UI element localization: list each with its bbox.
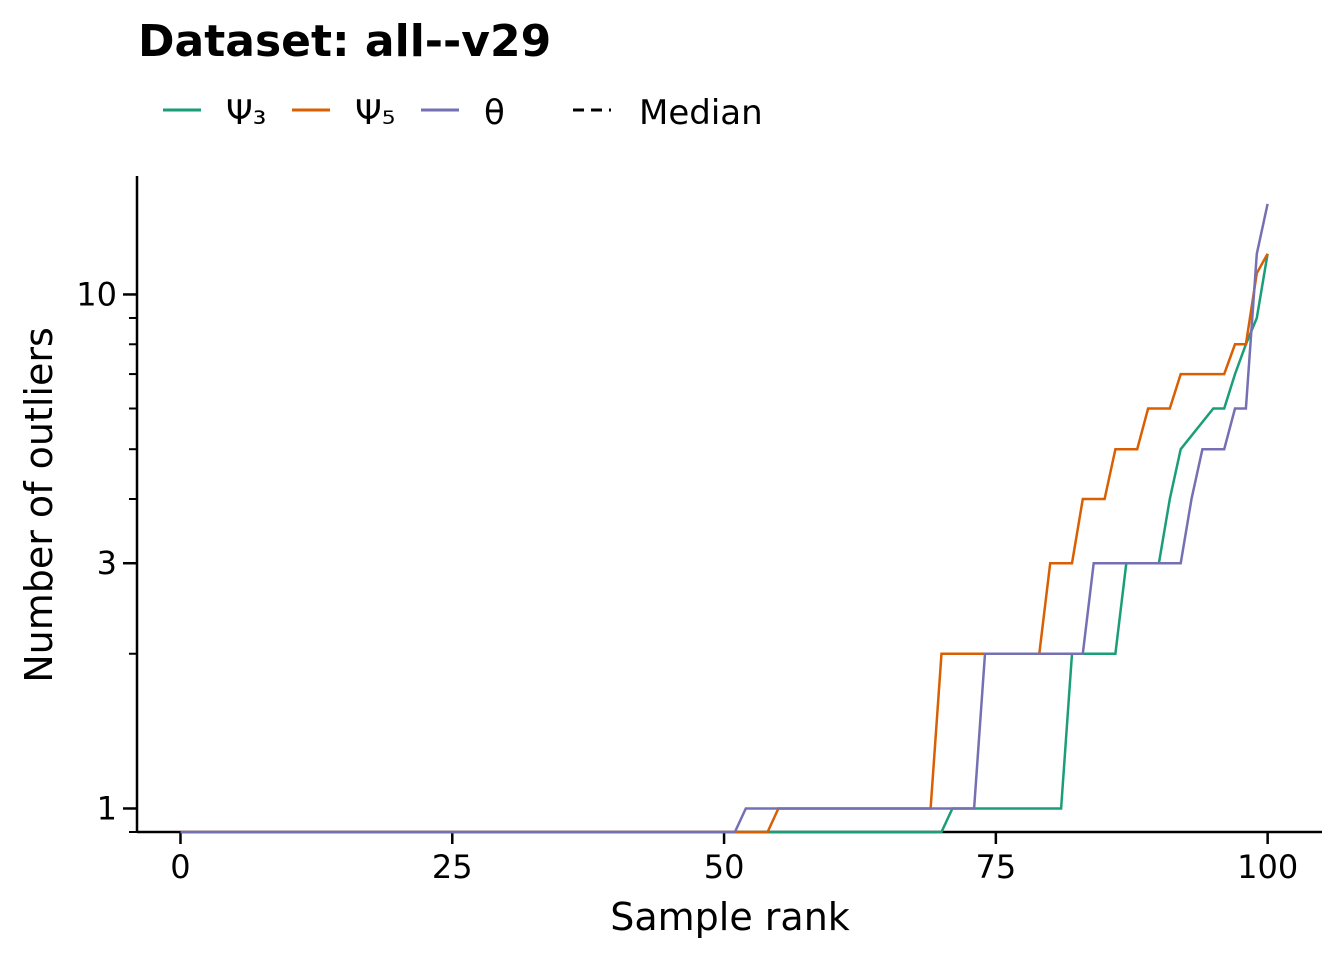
x-tick-label: 75 xyxy=(975,848,1016,886)
series-line-psi5 xyxy=(180,253,1269,834)
x-tick-label: 0 xyxy=(170,848,190,886)
x-axis-label: Sample rank xyxy=(610,895,850,939)
chart-title: Dataset: all--v29 xyxy=(138,16,551,67)
x-tick-label: 100 xyxy=(1237,848,1298,886)
y-axis-label: Number of outliers xyxy=(17,327,61,683)
series-line-theta xyxy=(180,203,1269,834)
legend-label-median: Median xyxy=(639,93,763,133)
y-tick-label: 10 xyxy=(76,275,117,313)
x-tick-label: 25 xyxy=(432,848,473,886)
y-tick-label: 1 xyxy=(97,789,117,827)
legend-label-psi5: Ψ₅ xyxy=(355,93,395,133)
legend-label-theta: θ xyxy=(484,93,505,133)
series-layer xyxy=(180,203,1269,834)
axes: 0 25 50 75 100 1 3 10 xyxy=(76,176,1322,886)
legend: Ψ₃ Ψ₅ θ Median xyxy=(163,93,763,133)
legend-label-psi3: Ψ₃ xyxy=(226,93,266,133)
x-tick-label: 50 xyxy=(704,848,745,886)
y-tick-label: 3 xyxy=(97,544,117,582)
series-line-psi3 xyxy=(180,253,1269,834)
